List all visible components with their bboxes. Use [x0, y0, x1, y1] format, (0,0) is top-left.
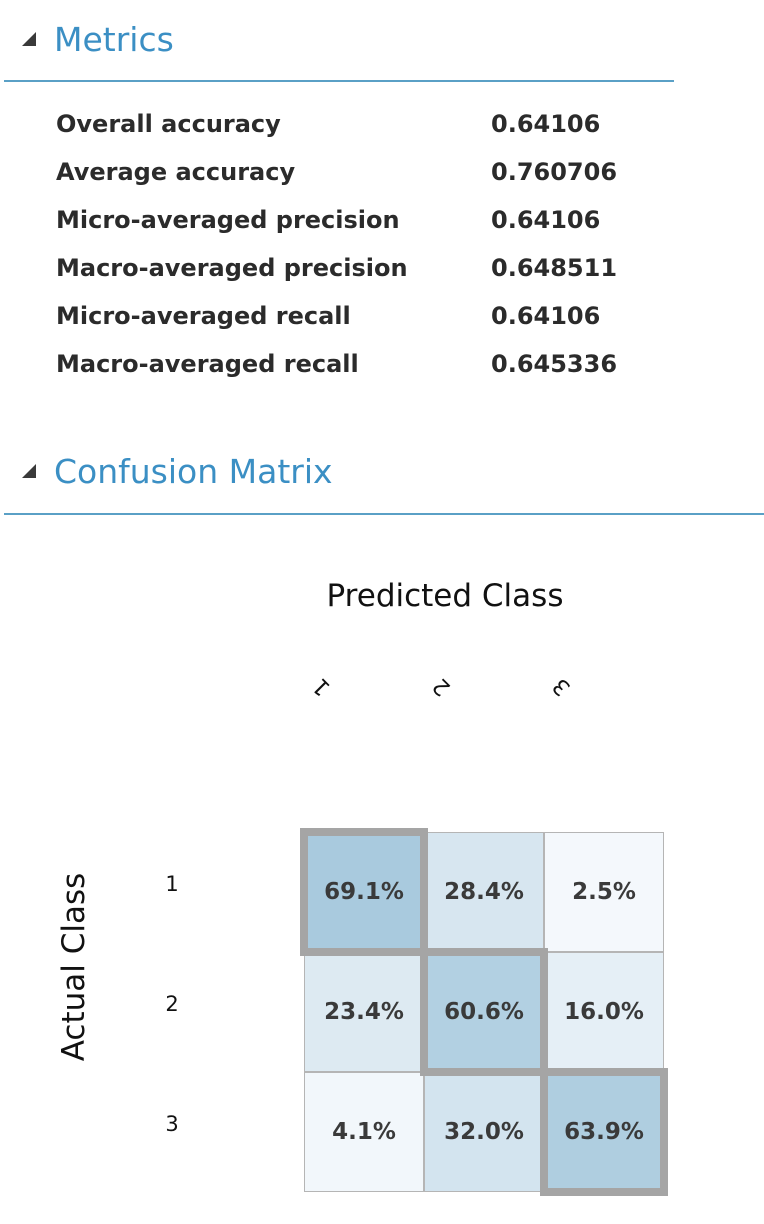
matrix-cell: 16.0% — [544, 952, 664, 1072]
confusion-matrix-grid: 69.1% 28.4% 2.5% 23.4% 60.6% 16.0% 4.1% 32.0% 63… — [300, 828, 668, 1196]
metric-row: Average accuracy 0.760706 — [56, 152, 676, 200]
metric-value: 0.64106 — [491, 302, 601, 330]
metric-value: 0.64106 — [491, 206, 601, 234]
matrix-cell: 2.5% — [544, 832, 664, 952]
metrics-title: Metrics — [54, 20, 174, 59]
metric-name: Macro-averaged recall — [56, 350, 359, 378]
matrix-cell: 4.1% — [304, 1072, 424, 1192]
metric-value: 0.648511 — [491, 254, 618, 282]
confusion-matrix-title: Confusion Matrix — [54, 452, 333, 491]
matrix-cell-diagonal: 60.6% — [420, 948, 548, 1076]
predicted-class-tick: 3 — [548, 672, 576, 701]
metric-name: Average accuracy — [56, 158, 296, 186]
metric-row: Macro-averaged recall 0.645336 — [56, 344, 676, 392]
metric-value: 0.645336 — [491, 350, 618, 378]
confusion-matrix-divider — [4, 513, 764, 515]
metrics-divider — [4, 80, 674, 82]
metric-row: Micro-averaged precision 0.64106 — [56, 200, 676, 248]
metric-name: Micro-averaged recall — [56, 302, 351, 330]
metric-row: Micro-averaged recall 0.64106 — [56, 296, 676, 344]
matrix-cell: 32.0% — [424, 1072, 544, 1192]
collapse-triangle-icon[interactable] — [22, 464, 36, 478]
matrix-cell-diagonal: 63.9% — [540, 1068, 668, 1196]
confusion-matrix-section-header[interactable]: Confusion Matrix — [0, 450, 764, 520]
metric-name: Micro-averaged precision — [56, 206, 400, 234]
metrics-section-header[interactable]: Metrics — [0, 18, 764, 88]
actual-class-tick: 2 — [165, 992, 179, 1016]
predicted-class-tick: 1 — [308, 672, 336, 701]
matrix-cell: 23.4% — [304, 952, 424, 1072]
matrix-cell-diagonal: 69.1% — [300, 828, 428, 956]
metric-value: 0.760706 — [491, 158, 618, 186]
collapse-triangle-icon[interactable] — [22, 32, 36, 46]
predicted-class-axis-title: Predicted Class — [326, 578, 564, 614]
matrix-cell: 28.4% — [424, 832, 544, 952]
actual-class-axis-title: Actual Class — [56, 872, 92, 1062]
actual-class-tick: 1 — [165, 872, 179, 896]
metric-row: Macro-averaged precision 0.648511 — [56, 248, 676, 296]
actual-class-tick: 3 — [165, 1112, 179, 1136]
predicted-class-tick: 2 — [428, 672, 456, 701]
metric-row: Overall accuracy 0.64106 — [56, 104, 676, 152]
metric-value: 0.64106 — [491, 110, 601, 138]
metric-name: Macro-averaged precision — [56, 254, 408, 282]
metric-name: Overall accuracy — [56, 110, 281, 138]
